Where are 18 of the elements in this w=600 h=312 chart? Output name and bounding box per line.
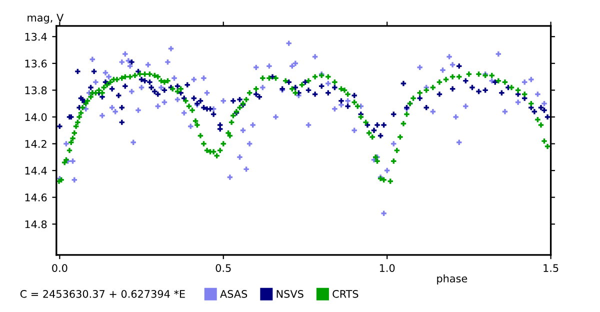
x-tick-label: 1.0 bbox=[380, 264, 395, 272]
y-tick-label: 14.6 bbox=[25, 194, 47, 202]
x-tick-label: 0.5 bbox=[216, 264, 231, 272]
y-tick-label: 14.4 bbox=[25, 166, 47, 174]
y-tick-label: 13.8 bbox=[25, 86, 47, 94]
x-tick-label: 0.0 bbox=[52, 264, 68, 272]
text: C = 2453630.37 + 0.627394 *E bbox=[20, 290, 185, 298]
x-tick-label: 1.5 bbox=[544, 264, 558, 272]
legend-label: ASAS bbox=[220, 290, 248, 298]
y-tick-label: 13.4 bbox=[25, 32, 47, 41]
y-axis-title: mag, V bbox=[28, 14, 64, 24]
x-axis-title: phase bbox=[437, 274, 468, 284]
y-tick-label: 14.8 bbox=[25, 220, 47, 228]
legend-label: NSVS bbox=[276, 290, 304, 298]
y-tick-label: 14.2 bbox=[25, 140, 46, 148]
y-tick-label: 13.6 bbox=[25, 60, 47, 68]
legend-label: CRTS bbox=[332, 290, 358, 298]
y-tick-label: 14.0 bbox=[25, 113, 47, 122]
